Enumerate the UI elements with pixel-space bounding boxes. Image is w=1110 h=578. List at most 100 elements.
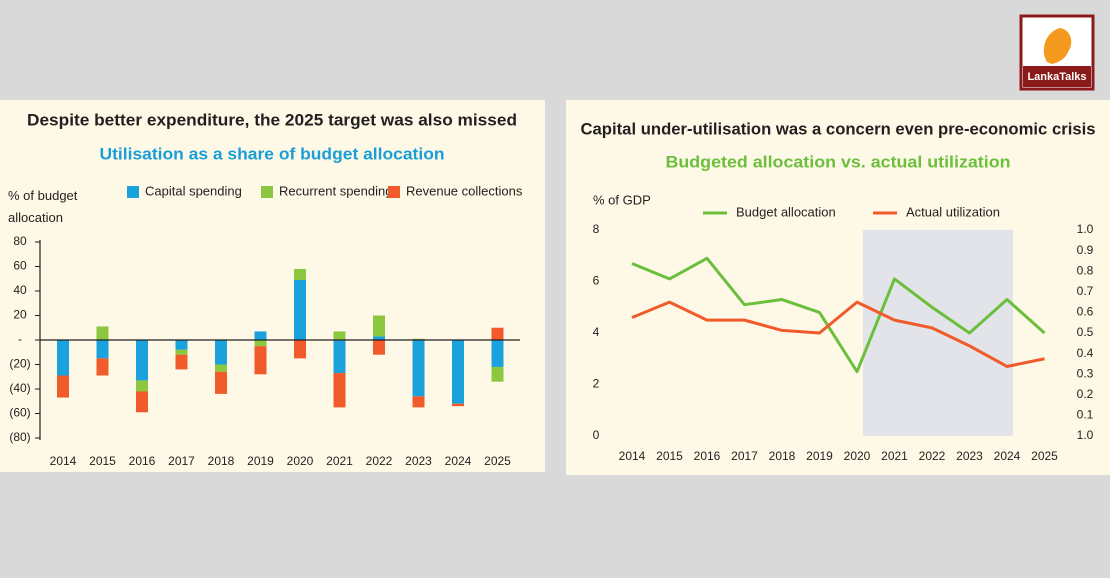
bar	[57, 340, 69, 376]
legend-label: Revenue collections	[406, 183, 523, 198]
bar	[136, 391, 148, 413]
bar	[175, 349, 188, 355]
x-tick-label: 2018	[769, 449, 796, 463]
right-panel	[566, 100, 1110, 475]
y-axis-label: % of GDP	[593, 192, 651, 207]
y-tick-label: 6	[593, 274, 600, 288]
x-tick-label: 2014	[50, 454, 77, 468]
x-tick-label: 2020	[844, 449, 871, 463]
line	[631, 256, 1046, 374]
bar	[412, 340, 425, 397]
y2-tick-label: 0.6	[1077, 305, 1094, 319]
chart-subtitle: Budgeted allocation vs. actual utilizati…	[666, 152, 1011, 171]
bar	[452, 403, 464, 407]
y2-tick-label: 0.1	[1077, 408, 1094, 422]
x-tick-label: 2017	[731, 449, 758, 463]
y-tick-label: 0	[593, 428, 600, 442]
x-tick-label: 2019	[247, 454, 274, 468]
x-tick-label: 2021	[326, 454, 353, 468]
logo-icon	[1043, 28, 1072, 64]
x-tick-label: 2017	[168, 454, 195, 468]
y2-tick-label: 0.8	[1077, 263, 1094, 277]
bar	[215, 371, 227, 394]
x-tick-label: 2025	[1031, 449, 1058, 463]
x-tick-label: 2022	[366, 454, 393, 468]
left-panel	[0, 100, 545, 472]
y2-tick-label: 0.3	[1077, 366, 1094, 380]
y-tick-label: 20	[13, 308, 27, 322]
y-tick-label: (40)	[9, 381, 30, 395]
x-tick-label: 2024	[994, 449, 1021, 463]
bar	[215, 364, 227, 372]
chart-title: Despite better expenditure, the 2025 tar…	[27, 110, 517, 129]
legend-label: Capital spending	[145, 183, 242, 198]
bar	[452, 340, 464, 404]
x-tick-label: 2025	[484, 454, 511, 468]
y-tick-label: 8	[593, 222, 600, 236]
y-tick-label: -	[18, 332, 22, 346]
logo: LankaTalks	[1019, 14, 1095, 91]
bar	[373, 315, 385, 337]
x-tick-label: 2015	[656, 449, 683, 463]
y2-tick-label: 0.9	[1077, 243, 1094, 257]
x-tick-label: 2023	[956, 449, 983, 463]
logo-band	[1023, 66, 1091, 87]
x-tick-label: 2015	[89, 454, 116, 468]
bar	[254, 340, 267, 347]
bar	[294, 268, 306, 280]
legend-swatch	[388, 186, 400, 198]
x-tick-label: 2019	[806, 449, 833, 463]
y-axis-label: % of budget allocation	[8, 188, 78, 225]
bar	[254, 331, 267, 340]
y2-tick-label: 0.4	[1077, 346, 1094, 360]
y-tick-label: 80	[13, 234, 27, 248]
bar	[254, 346, 267, 375]
line	[631, 300, 1045, 368]
bar	[333, 331, 346, 340]
legend-label: Budget allocation	[736, 204, 836, 219]
y-tick-label: (80)	[9, 430, 30, 444]
legend-label: Recurrent spending	[279, 183, 392, 198]
x-tick-label: 2014	[619, 449, 646, 463]
legend-swatch	[127, 186, 139, 198]
bar	[57, 375, 69, 398]
bar	[373, 336, 385, 340]
x-tick-label: 2023	[405, 454, 432, 468]
bar	[136, 340, 148, 381]
y-tick-label: (20)	[9, 357, 30, 371]
x-tick-label: 2021	[881, 449, 908, 463]
y-tick-label: 4	[593, 325, 600, 339]
bar	[136, 380, 148, 392]
bar	[96, 340, 109, 359]
y-tick-label: 2	[593, 377, 600, 391]
bar	[412, 396, 425, 408]
bar	[175, 354, 188, 370]
y2-tick-label: 1.0	[1077, 428, 1094, 442]
bar	[373, 340, 385, 355]
bar	[412, 338, 425, 340]
bar	[294, 279, 306, 340]
bar	[215, 340, 227, 365]
bar	[175, 340, 188, 350]
bar	[294, 340, 306, 359]
x-tick-label: 2024	[445, 454, 472, 468]
y-tick-label: (60)	[9, 406, 30, 420]
y2-tick-label: 0.5	[1077, 325, 1094, 339]
y-tick-label: 60	[13, 259, 27, 273]
bar	[96, 358, 109, 376]
y2-tick-label: 0.2	[1077, 387, 1094, 401]
bar	[333, 373, 346, 408]
x-tick-label: 2022	[919, 449, 946, 463]
shaded-range	[863, 230, 1013, 436]
bar	[96, 326, 109, 340]
logo-text: LankaTalks	[1027, 71, 1086, 83]
x-tick-label: 2016	[129, 454, 156, 468]
y2-tick-label: 0.7	[1077, 284, 1094, 298]
x-tick-label: 2016	[694, 449, 721, 463]
legend-label: Actual utilization	[906, 204, 1000, 219]
x-tick-label: 2018	[208, 454, 235, 468]
x-tick-label: 2020	[287, 454, 314, 468]
chart-subtitle: Utilisation as a share of budget allocat…	[100, 144, 445, 163]
bar	[491, 366, 504, 382]
